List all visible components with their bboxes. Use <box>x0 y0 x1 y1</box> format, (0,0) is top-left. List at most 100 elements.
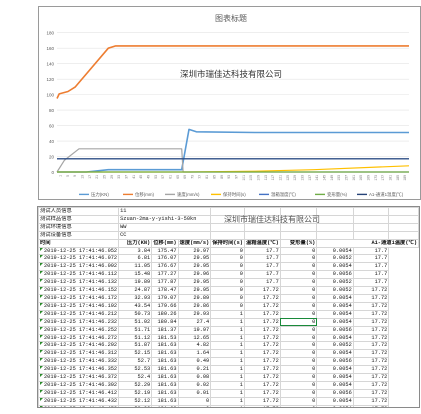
value-cell[interactable]: 181.63 <box>151 357 179 367</box>
value-cell[interactable]: 52.12 <box>118 396 153 406</box>
value-cell[interactable]: 178.47 <box>151 286 179 295</box>
value-cell[interactable]: 17.72 <box>352 349 390 359</box>
time-cell[interactable]: 2019-12-25 17:41:46.092 <box>38 262 120 272</box>
value-cell[interactable]: 17.7 <box>243 270 281 280</box>
value-cell[interactable]: 1 <box>210 341 245 351</box>
value-cell[interactable]: 17.7 <box>352 270 390 280</box>
value-cell[interactable]: 0.0054 <box>316 380 354 390</box>
value-cell[interactable]: 0.0054 <box>316 404 354 407</box>
value-cell[interactable]: 17.72 <box>243 349 281 359</box>
value-cell[interactable]: 17.72 <box>243 341 281 351</box>
value-cell[interactable]: 17.72 <box>352 301 390 311</box>
cell[interactable] <box>279 230 318 240</box>
value-cell[interactable]: 0.02 <box>177 380 212 390</box>
value-cell[interactable]: 29.86 <box>177 301 212 311</box>
value-cell[interactable]: 1 <box>210 373 245 382</box>
value-cell[interactable]: 0.0056 <box>316 388 354 398</box>
value-cell[interactable]: 0 <box>279 357 318 367</box>
value-cell[interactable]: 52.06 <box>118 404 153 407</box>
value-cell[interactable]: 1 <box>210 365 245 375</box>
value-cell[interactable]: 0.0056 <box>316 325 354 335</box>
value-cell[interactable]: 17.72 <box>352 396 390 406</box>
value-cell[interactable]: 17.72 <box>352 325 390 335</box>
value-cell[interactable]: 0 <box>279 301 318 311</box>
value-cell[interactable]: 0 <box>279 404 318 407</box>
info-label[interactable]: 测试样品信息 <box>38 214 120 224</box>
value-cell[interactable]: 1 <box>210 309 245 319</box>
column-header[interactable]: 温箱温度(℃) <box>243 238 281 248</box>
value-cell[interactable]: 181.63 <box>151 380 179 390</box>
value-cell[interactable]: 0 <box>279 388 318 398</box>
value-cell[interactable]: 0 <box>279 262 318 272</box>
value-cell[interactable]: 0.0054 <box>316 246 354 256</box>
value-cell[interactable]: 17.72 <box>243 365 281 375</box>
value-cell[interactable]: 0 <box>279 278 318 288</box>
time-cell[interactable]: 2019-12-25 17:41:46.212 <box>38 309 120 319</box>
cell[interactable] <box>388 222 419 232</box>
value-cell[interactable]: 17.7 <box>243 262 281 272</box>
value-cell[interactable]: 29.89 <box>177 293 212 303</box>
value-cell[interactable]: 1.64 <box>177 349 212 359</box>
value-cell[interactable]: 52.29 <box>118 380 153 390</box>
value-cell[interactable]: 17.7 <box>243 278 281 288</box>
value-cell[interactable]: 17.72 <box>243 309 281 319</box>
value-cell[interactable]: 0 <box>279 286 318 295</box>
cell[interactable] <box>316 214 354 224</box>
value-cell[interactable]: 180.26 <box>151 309 179 319</box>
time-cell[interactable]: 2019-12-25 17:41:46.052 <box>38 246 120 256</box>
value-cell[interactable]: 0 <box>177 396 212 406</box>
info-label[interactable]: 测试设备信息 <box>38 230 120 240</box>
value-cell[interactable]: 181.63 <box>151 341 179 351</box>
value-cell[interactable]: 0 <box>279 373 318 382</box>
value-cell[interactable]: 43.54 <box>118 301 153 311</box>
value-cell[interactable]: 0 <box>279 317 318 327</box>
value-cell[interactable]: 181.37 <box>151 325 179 335</box>
time-cell[interactable]: 2019-12-25 17:41:46.112 <box>38 270 120 280</box>
value-cell[interactable]: 17.72 <box>352 357 390 367</box>
value-cell[interactable]: 177.27 <box>151 270 179 280</box>
cell[interactable] <box>352 230 390 240</box>
value-cell[interactable]: 17.72 <box>243 396 281 406</box>
time-cell[interactable]: 2019-12-25 17:41:46.312 <box>38 349 120 359</box>
value-cell[interactable]: 177.87 <box>151 278 179 288</box>
value-cell[interactable]: 17.7 <box>352 278 390 288</box>
value-cell[interactable]: 0.49 <box>177 357 212 367</box>
value-cell[interactable]: 0.0054 <box>316 349 354 359</box>
value-cell[interactable]: 51.02 <box>118 317 153 327</box>
time-cell[interactable]: 2019-12-25 17:41:46.392 <box>38 380 120 390</box>
column-header[interactable]: A1-通道1温度(℃) <box>316 238 419 248</box>
value-cell[interactable]: 29.95 <box>177 278 212 288</box>
value-cell[interactable]: 1 <box>210 396 245 406</box>
value-cell[interactable]: 19.89 <box>118 278 153 288</box>
value-cell[interactable]: 17.72 <box>352 380 390 390</box>
value-cell[interactable]: 0 <box>177 404 212 407</box>
value-cell[interactable]: 0 <box>210 270 245 280</box>
cell[interactable] <box>210 230 245 240</box>
value-cell[interactable]: 17.72 <box>352 365 390 375</box>
value-cell[interactable]: 181.63 <box>151 404 179 407</box>
value-cell[interactable]: 0 <box>210 286 245 295</box>
value-cell[interactable]: 0.01 <box>177 388 212 398</box>
value-cell[interactable]: 0 <box>210 262 245 272</box>
value-cell[interactable]: 50.73 <box>118 309 153 319</box>
time-cell[interactable]: 2019-12-25 17:41:46.232 <box>38 317 120 327</box>
value-cell[interactable]: 17.72 <box>352 404 390 407</box>
cell[interactable] <box>388 214 419 224</box>
time-cell[interactable]: 2019-12-25 17:41:46.372 <box>38 373 120 382</box>
value-cell[interactable]: 17.72 <box>352 333 390 343</box>
value-cell[interactable]: 0 <box>279 325 318 335</box>
value-cell[interactable]: 17.72 <box>243 286 281 295</box>
value-cell[interactable]: 1 <box>210 388 245 398</box>
value-cell[interactable]: 17.72 <box>243 333 281 343</box>
value-cell[interactable]: 181.63 <box>151 396 179 406</box>
value-cell[interactable]: 32.93 <box>118 293 153 303</box>
value-cell[interactable]: 17.72 <box>243 325 281 335</box>
value-cell[interactable]: 0.0054 <box>316 262 354 272</box>
time-cell[interactable]: 2019-12-25 17:41:46.332 <box>38 357 120 367</box>
value-cell[interactable]: 17.72 <box>352 286 390 295</box>
value-cell[interactable]: 0.0052 <box>316 278 354 288</box>
value-cell[interactable]: 17.72 <box>352 373 390 382</box>
value-cell[interactable]: 52.19 <box>118 388 153 398</box>
value-cell[interactable]: 181.53 <box>151 333 179 343</box>
value-cell[interactable]: 24.87 <box>118 286 153 295</box>
